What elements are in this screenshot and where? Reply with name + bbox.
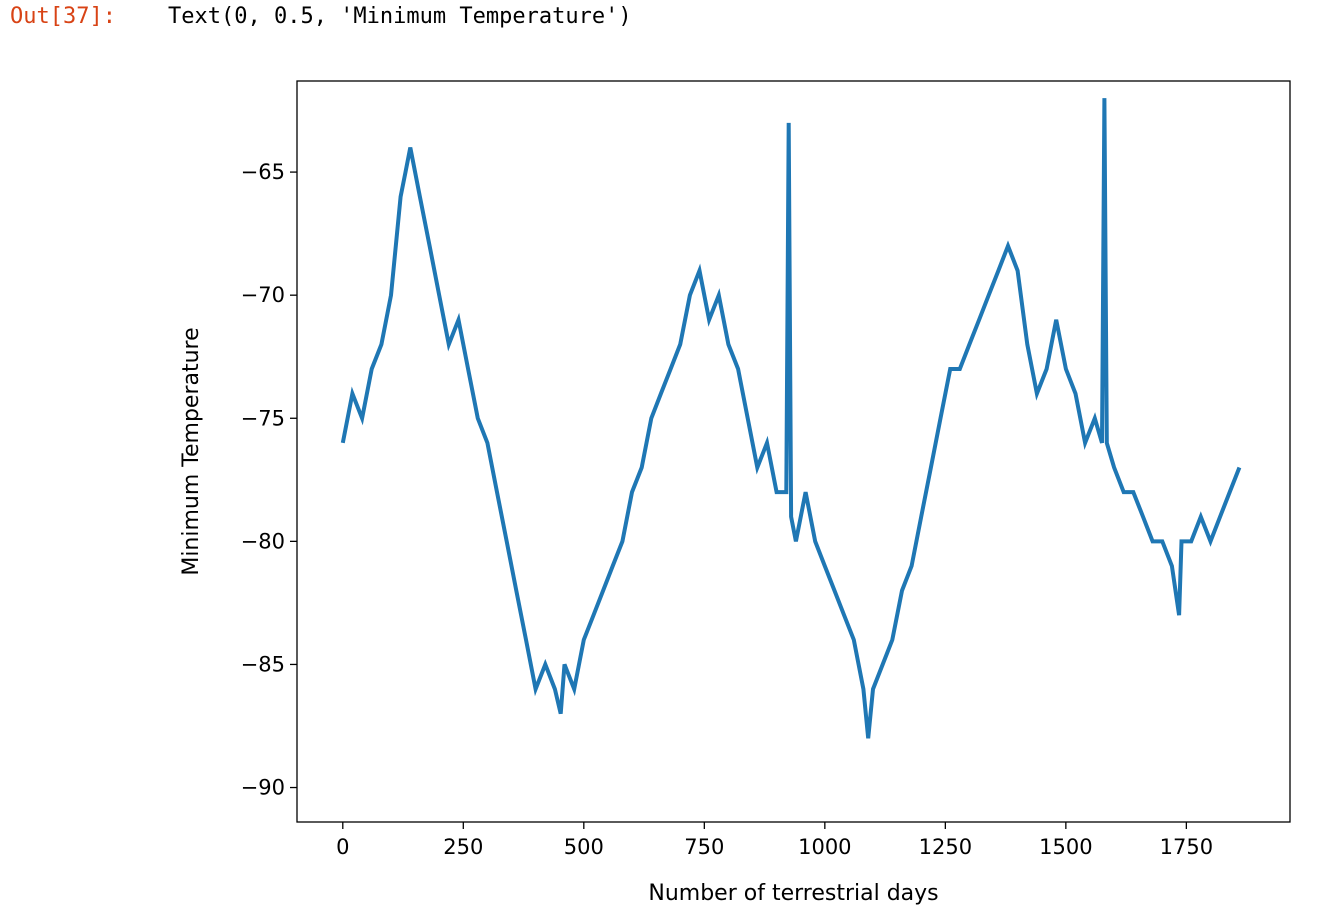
y-tick-label: −80	[241, 529, 285, 553]
y-tick-label: −70	[241, 283, 285, 307]
x-axis-label: Number of terrestrial days	[648, 881, 938, 906]
x-tick-label: 1000	[798, 835, 851, 859]
x-tick-label: 1750	[1160, 835, 1213, 859]
output-line: Out[37]: Text(0, 0.5, 'Minimum Temperatu…	[10, 4, 632, 40]
x-tick-label: 250	[443, 835, 483, 859]
x-tick-label: 500	[564, 835, 604, 859]
y-tick-label: −90	[241, 776, 285, 800]
output-prompt: Out[37]:	[10, 4, 116, 29]
axis-ticks: 0 250 500 750 1000 1250 1500 1750 −65 −70 −75 −80 −8…	[241, 160, 1213, 859]
plot-area	[340, 98, 1242, 739]
y-tick-label: −65	[241, 160, 285, 184]
series-line-0	[340, 98, 1242, 739]
y-tick-label: −75	[241, 406, 285, 430]
x-tick-label: 0	[336, 835, 349, 859]
x-tick-label: 750	[684, 835, 724, 859]
y-axis-label: Minimum Temperature	[179, 327, 204, 575]
y-tick-label: −85	[241, 652, 285, 676]
x-tick-label: 1250	[919, 835, 972, 859]
output-text: Text(0, 0.5, 'Minimum Temperature')	[168, 4, 632, 29]
x-tick-label: 1500	[1039, 835, 1092, 859]
plot-frame	[296, 80, 1291, 823]
